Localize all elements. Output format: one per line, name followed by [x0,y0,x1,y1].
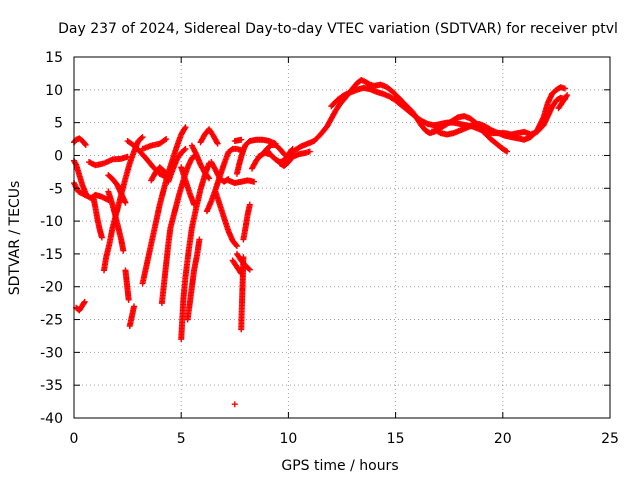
series-arc-an [431,84,568,143]
series-arc-h [105,188,127,254]
series-arc-d [73,298,88,314]
data-point [120,247,127,254]
y-tick-label: 5 [54,116,63,132]
series-arc-s [178,164,198,208]
data-point [306,148,313,155]
data-point [81,298,88,305]
series-arc-y [212,188,240,250]
x-tick-label: 0 [70,431,79,447]
x-tick-label: 10 [279,431,297,447]
x-tick-label: 20 [494,431,512,447]
data-point [214,140,221,147]
data-point [246,266,253,273]
series-arc-u [184,236,203,323]
data-point [196,236,203,243]
series-arc-j [122,267,132,303]
data-point [182,124,189,131]
series-arc-k [126,303,138,330]
y-tick-label: -5 [49,181,63,197]
y-axis-label: SDTVAR / TECUs [7,181,23,296]
series-arc-f [90,193,105,241]
series-arc-am [328,84,568,138]
y-tick-label: -25 [40,313,63,329]
data-point [122,199,129,206]
data-point [233,241,240,248]
series-arc-ag [240,201,253,243]
series-arc-n [139,136,170,152]
axis-ticks: 0 5 10 15 20 25 -40 -35 -30 -25 -20 -15 -10 -5 0 5 10 15 [40,50,619,447]
data-point [206,175,213,182]
series-arc-ae [231,136,245,145]
series-arc-q [165,145,189,185]
y-tick-label: 0 [54,148,63,164]
data-point [181,125,188,132]
series-arc-r [178,160,213,343]
data-point [238,136,245,143]
data-point [246,201,253,208]
series-arc-af [233,136,279,177]
y-tick-label: -30 [40,345,63,361]
series-arc-ao [555,92,571,112]
series-arc-i [105,172,129,206]
data-point [181,146,188,153]
series-arc-v [197,126,221,147]
x-axis-label: GPS time / hours [281,458,398,474]
y-tick-label: -15 [40,247,63,263]
data-point [81,299,88,306]
series-arc-ac [238,254,247,333]
series-arc-e [86,153,131,169]
x-tick-label: 5 [177,431,186,447]
y-tick-label: 10 [45,83,63,99]
data-point [231,401,238,408]
series-arc-t [188,142,213,182]
series-arc-o [148,164,172,184]
y-tick-label: -40 [40,411,63,427]
data-point [191,201,198,208]
data-point [240,254,247,261]
series-arc-ad [231,401,238,408]
data-point [82,141,89,148]
data-point [504,148,511,155]
data-point [182,145,189,152]
data-point [131,303,138,310]
data-point [81,140,88,147]
data-point [251,178,258,185]
x-tick-label: 15 [387,431,405,447]
y-tick-label: -20 [40,280,63,296]
data-marks [71,76,571,408]
series-arc-al [285,76,511,159]
data-point [245,265,252,272]
y-tick-label: -10 [40,214,63,230]
data-point [564,92,571,99]
chart-title: Day 237 of 2024, Sidereal Day-to-day VTE… [58,21,618,37]
data-point [561,85,568,92]
data-point [98,234,105,241]
y-tick-label: -35 [40,378,63,394]
x-tick-label: 25 [601,431,619,447]
grid-lines [74,57,610,418]
data-point [205,174,212,181]
series-arc-aa [225,177,258,187]
data-point [139,134,146,141]
data-point [163,136,170,143]
data-point [161,136,168,143]
y-tick-label: 15 [45,50,63,66]
series-arc-ak [276,148,313,169]
data-point [138,135,145,142]
series-arc-b [71,157,89,197]
data-point [233,243,240,250]
data-point [280,150,287,157]
data-point [125,296,132,303]
plot-frame [73,56,611,419]
